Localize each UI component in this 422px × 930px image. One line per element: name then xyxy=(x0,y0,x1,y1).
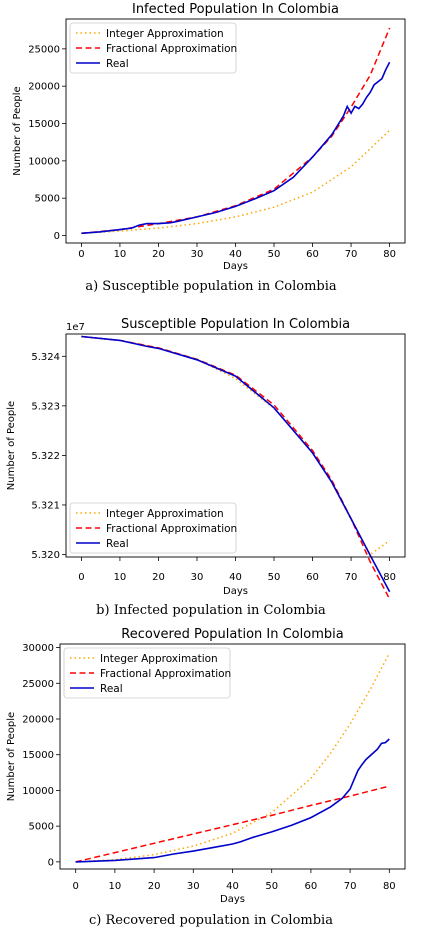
chart-title: Susceptible Population In Colombia xyxy=(121,317,350,332)
y-tick-label: 15000 xyxy=(22,750,54,761)
y-axis-label: Number of People xyxy=(6,401,17,490)
x-tick-label: 30 xyxy=(187,881,200,892)
y-tick-label: 10000 xyxy=(28,156,60,167)
x-tick-label: 50 xyxy=(268,572,281,583)
legend-box xyxy=(69,22,237,74)
y-tick-label: 5000 xyxy=(29,822,54,833)
legend: Integer Approximation Fractional Approxim… xyxy=(63,647,231,699)
caption-b: b) Infected population in Colombia xyxy=(96,603,326,618)
series-line-integer-approximation xyxy=(81,129,391,235)
x-tick-label: 10 xyxy=(109,881,122,892)
series-line-fractional-approximation xyxy=(81,335,391,600)
x-tick-label: 80 xyxy=(383,881,396,892)
legend-entry: Fractional Approximation xyxy=(106,523,237,535)
x-tick-label: 30 xyxy=(191,572,204,583)
x-tick-label: 30 xyxy=(191,249,204,260)
x-tick-label: 50 xyxy=(268,249,281,260)
y-axis-label: Number of People xyxy=(12,86,23,175)
x-axis-label: Days xyxy=(220,894,245,905)
series-line-real xyxy=(81,335,391,593)
legend: Integer Approximation Fractional Approxim… xyxy=(69,22,237,74)
y-tick-label: 0 xyxy=(54,231,60,242)
legend-entry: Real xyxy=(106,58,129,70)
chart-title: Infected Population In Colombia xyxy=(132,2,339,17)
y-tick-label: 0 xyxy=(48,857,54,868)
x-tick-label: 60 xyxy=(306,249,319,260)
legend: Integer Approximation Fractional Approxim… xyxy=(69,502,237,554)
y-tick-label: 10000 xyxy=(22,786,54,797)
legend-entry: Fractional Approximation xyxy=(100,668,231,680)
series-line-fractional-approximation xyxy=(75,785,390,863)
x-tick-label: 60 xyxy=(306,572,319,583)
chart-panel-a: Infected Population In Colombia 0 10 20 30 40… xyxy=(0,0,422,282)
legend-entry: Real xyxy=(106,538,129,550)
x-tick-label: 10 xyxy=(114,249,127,260)
y-tick-label: 5000 xyxy=(35,194,60,205)
x-tick-label: 20 xyxy=(152,249,165,260)
legend-entry: Fractional Approximation xyxy=(106,43,237,55)
susceptible-chart: Susceptible Population In Colombia 1e7 0 10… xyxy=(6,317,406,600)
y-tick-label: 25000 xyxy=(28,44,60,55)
chart-panel-b: Susceptible Population In Colombia 1e7 0 10… xyxy=(0,312,422,602)
y-tick-label: 5.322 xyxy=(31,451,60,462)
legend-entry: Integer Approximation xyxy=(100,653,218,665)
chart-panel-c: Recovered Population In Colombia 0 10 20 30 4… xyxy=(0,624,422,910)
x-tick-label: 20 xyxy=(148,881,161,892)
chart-title: Recovered Population In Colombia xyxy=(121,627,343,642)
y-tick-label: 5.323 xyxy=(31,401,60,412)
x-tick-label: 70 xyxy=(345,249,358,260)
x-tick-label: 80 xyxy=(383,249,396,260)
y-tick-label: 5.324 xyxy=(31,352,60,363)
caption-a: a) Susceptible population in Colombia xyxy=(85,279,337,294)
y-tick-label: 5.320 xyxy=(31,550,60,561)
x-tick-label: 60 xyxy=(305,881,318,892)
legend-box xyxy=(69,502,237,554)
y-tick-label: 20000 xyxy=(22,715,54,726)
x-tick-label: 10 xyxy=(114,572,127,583)
series-line-real xyxy=(75,738,390,863)
legend-entry: Integer Approximation xyxy=(106,508,224,520)
y-axis-label: Number of People xyxy=(6,712,17,801)
x-tick-label: 70 xyxy=(345,572,358,583)
legend-entry: Integer Approximation xyxy=(106,28,224,40)
caption-c: c) Recovered population in Colombia xyxy=(89,913,333,928)
x-tick-label: 40 xyxy=(229,572,242,583)
legend-box xyxy=(63,647,231,699)
series-line-fractional-approximation xyxy=(81,27,391,235)
x-axis-label: Days xyxy=(223,586,248,597)
y-tick-label: 30000 xyxy=(22,643,54,654)
x-tick-label: 0 xyxy=(78,572,84,583)
x-tick-label: 40 xyxy=(226,881,239,892)
x-axis-label: Days xyxy=(223,261,248,272)
x-tick-label: 0 xyxy=(72,881,78,892)
axis-offset-label: 1e7 xyxy=(66,322,85,333)
x-tick-label: 80 xyxy=(383,572,396,583)
y-tick-label: 15000 xyxy=(28,119,60,130)
x-tick-label: 20 xyxy=(152,572,165,583)
y-tick-label: 25000 xyxy=(22,679,54,690)
x-tick-label: 0 xyxy=(78,249,84,260)
y-tick-label: 20000 xyxy=(28,82,60,93)
x-tick-label: 50 xyxy=(265,881,278,892)
infected-chart: Infected Population In Colombia 0 10 20 30 40… xyxy=(12,2,406,272)
y-tick-label: 5.321 xyxy=(31,500,60,511)
x-tick-label: 40 xyxy=(229,249,242,260)
legend-entry: Real xyxy=(100,683,123,695)
recovered-chart: Recovered Population In Colombia 0 10 20 30 4… xyxy=(6,627,406,905)
series-line-real xyxy=(81,61,391,235)
x-tick-label: 70 xyxy=(344,881,357,892)
